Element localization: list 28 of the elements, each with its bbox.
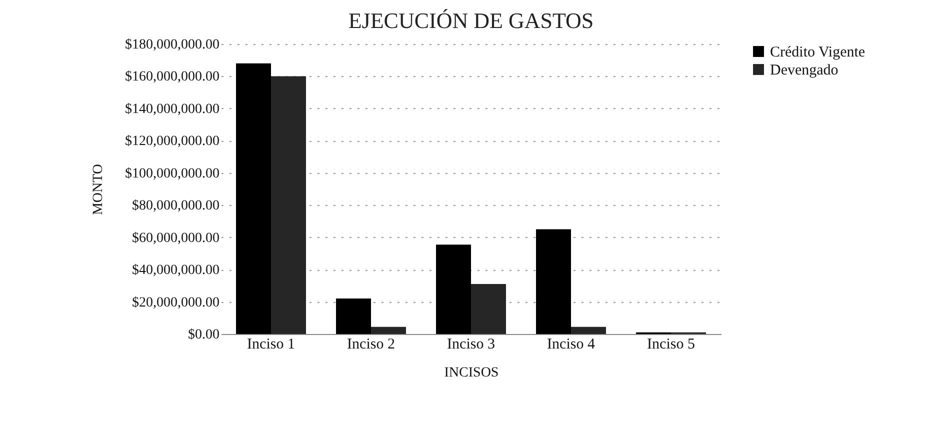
x-tick-label: Inciso 3 [447, 336, 495, 352]
bar [471, 284, 506, 334]
bar [236, 63, 271, 334]
x-tick-label: Inciso 5 [647, 336, 695, 352]
bar [536, 229, 571, 334]
y-tick-label: $60,000,000.00 [132, 230, 220, 246]
x-tick-label: Inciso 2 [347, 336, 395, 352]
y-tick-label: $20,000,000.00 [132, 295, 220, 310]
legend-label: Devengado [770, 62, 838, 78]
x-tick-label: Inciso 4 [547, 336, 596, 352]
bar [571, 326, 606, 334]
legend-label: Crédito Vigente [770, 44, 866, 60]
y-tick-label: $100,000,000.00 [125, 166, 220, 182]
chart-title: EJECUCIÓN DE GASTOS [348, 8, 594, 33]
y-tick-label: $180,000,000.00 [125, 38, 220, 52]
y-tick-label: $140,000,000.00 [125, 102, 220, 117]
y-tick-label: $160,000,000.00 [125, 70, 220, 85]
bar [271, 76, 306, 334]
y-tick-label: $80,000,000.00 [132, 198, 220, 214]
y-tick-label: $120,000,000.00 [125, 134, 220, 150]
bar [336, 298, 371, 334]
y-tick-label: $40,000,000.00 [132, 263, 220, 278]
bar [436, 244, 471, 334]
x-tick-label: Inciso 1 [247, 336, 295, 352]
y-tick-label: $0.00 [188, 328, 220, 342]
bar [371, 326, 406, 334]
x-axis-title: INCISOS [444, 366, 499, 380]
y-axis-title: MONTO [91, 164, 106, 216]
